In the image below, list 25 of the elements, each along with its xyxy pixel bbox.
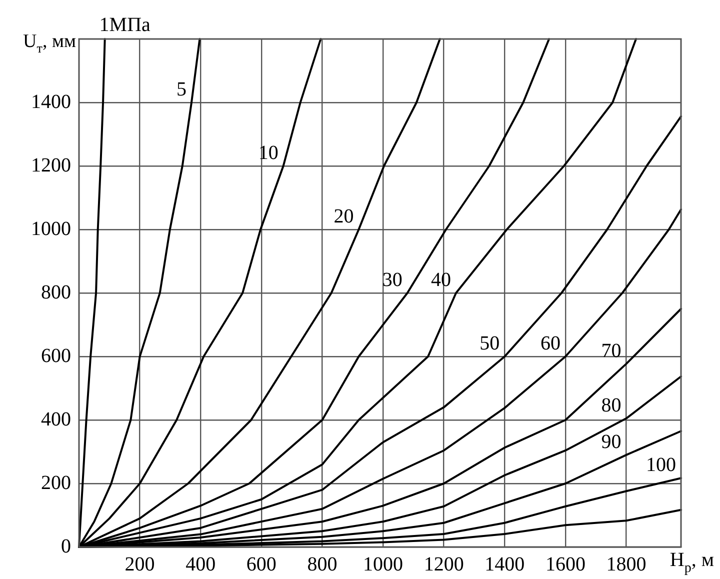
x-tick-label: 1600: [545, 553, 586, 576]
x-tick-label: 200: [124, 553, 155, 576]
annotation: 50: [480, 332, 500, 354]
y-tick-label: 1200: [31, 154, 71, 176]
x-tick-label: 800: [307, 553, 338, 576]
x-tick-label: 1200: [424, 553, 464, 576]
annotation: 90: [601, 430, 622, 453]
y-tick-label: 600: [41, 344, 71, 367]
y-tick-label: 0: [61, 535, 71, 558]
x-tick-label: 600: [246, 553, 276, 576]
annotation: 80: [601, 394, 622, 416]
x-tick-label: 1400: [484, 553, 525, 576]
y-tick-label: 1000: [31, 218, 71, 240]
y-tick-label: 800: [41, 281, 71, 304]
x-tick-label: 400: [186, 553, 216, 576]
annotation: 60: [540, 332, 560, 354]
y-tick-label: 200: [41, 472, 71, 494]
annotation: 100: [646, 454, 676, 476]
x-tick-label: 1800: [606, 553, 646, 576]
y-tick-label: 1400: [31, 90, 71, 113]
annotation: 1МПа: [99, 14, 151, 36]
annotation: 5: [176, 78, 186, 100]
annotation: 20: [334, 206, 354, 228]
y-tick-label: 400: [41, 408, 71, 430]
x-tick-label: 1000: [363, 553, 404, 576]
